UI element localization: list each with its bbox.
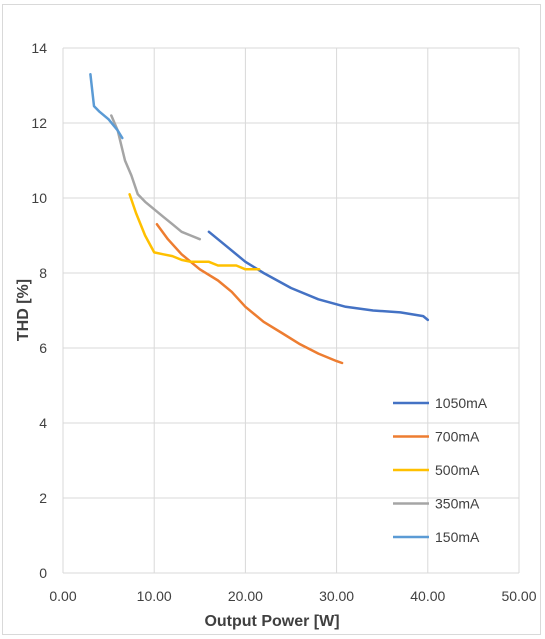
y-tick-label: 0 [39, 565, 47, 581]
series-line-700mA [155, 222, 344, 365]
legend-label: 500mA [435, 462, 480, 478]
grid-lines [62, 47, 520, 574]
chart-frame [2, 4, 541, 635]
series-line-150mA [89, 72, 124, 140]
x-tick-label: 0.00 [49, 588, 76, 604]
y-tick-label: 10 [31, 190, 47, 206]
series-line-1050mA [207, 230, 430, 322]
x-tick-label: 20.00 [228, 588, 263, 604]
series-line-350mA [110, 114, 202, 241]
legend-item: 1050mA [393, 395, 488, 411]
legend-label: 1050mA [435, 395, 488, 411]
tick-labels: 0.00 10.00 20.00 30.00 40.00 50.00 0 2 4 6 8 10 12 14 [31, 40, 536, 604]
legend-label: 150mA [435, 529, 480, 545]
legend-label: 350mA [435, 496, 480, 512]
y-tick-label: 14 [31, 40, 47, 56]
legend-item: 700mA [393, 429, 480, 445]
x-axis-title: Output Power [W] [204, 613, 339, 630]
y-tick-label: 12 [31, 115, 47, 131]
y-axis-title: THD [%] [15, 279, 32, 341]
x-tick-label: 40.00 [410, 588, 445, 604]
y-tick-label: 2 [39, 490, 47, 506]
legend-item: 500mA [393, 462, 480, 478]
series-lines [89, 72, 430, 365]
x-tick-label: 50.00 [501, 588, 536, 604]
y-tick-label: 4 [39, 415, 47, 431]
y-tick-label: 6 [39, 340, 47, 356]
series-line-500mA [128, 193, 261, 271]
x-tick-label: 30.00 [319, 588, 354, 604]
y-tick-label: 8 [39, 265, 47, 281]
legend-item: 350mA [393, 496, 480, 512]
legend: 1050mA 700mA 500mA 350mA 150mA [393, 395, 488, 545]
legend-label: 700mA [435, 429, 480, 445]
x-tick-label: 10.00 [137, 588, 172, 604]
legend-item: 150mA [393, 529, 480, 545]
